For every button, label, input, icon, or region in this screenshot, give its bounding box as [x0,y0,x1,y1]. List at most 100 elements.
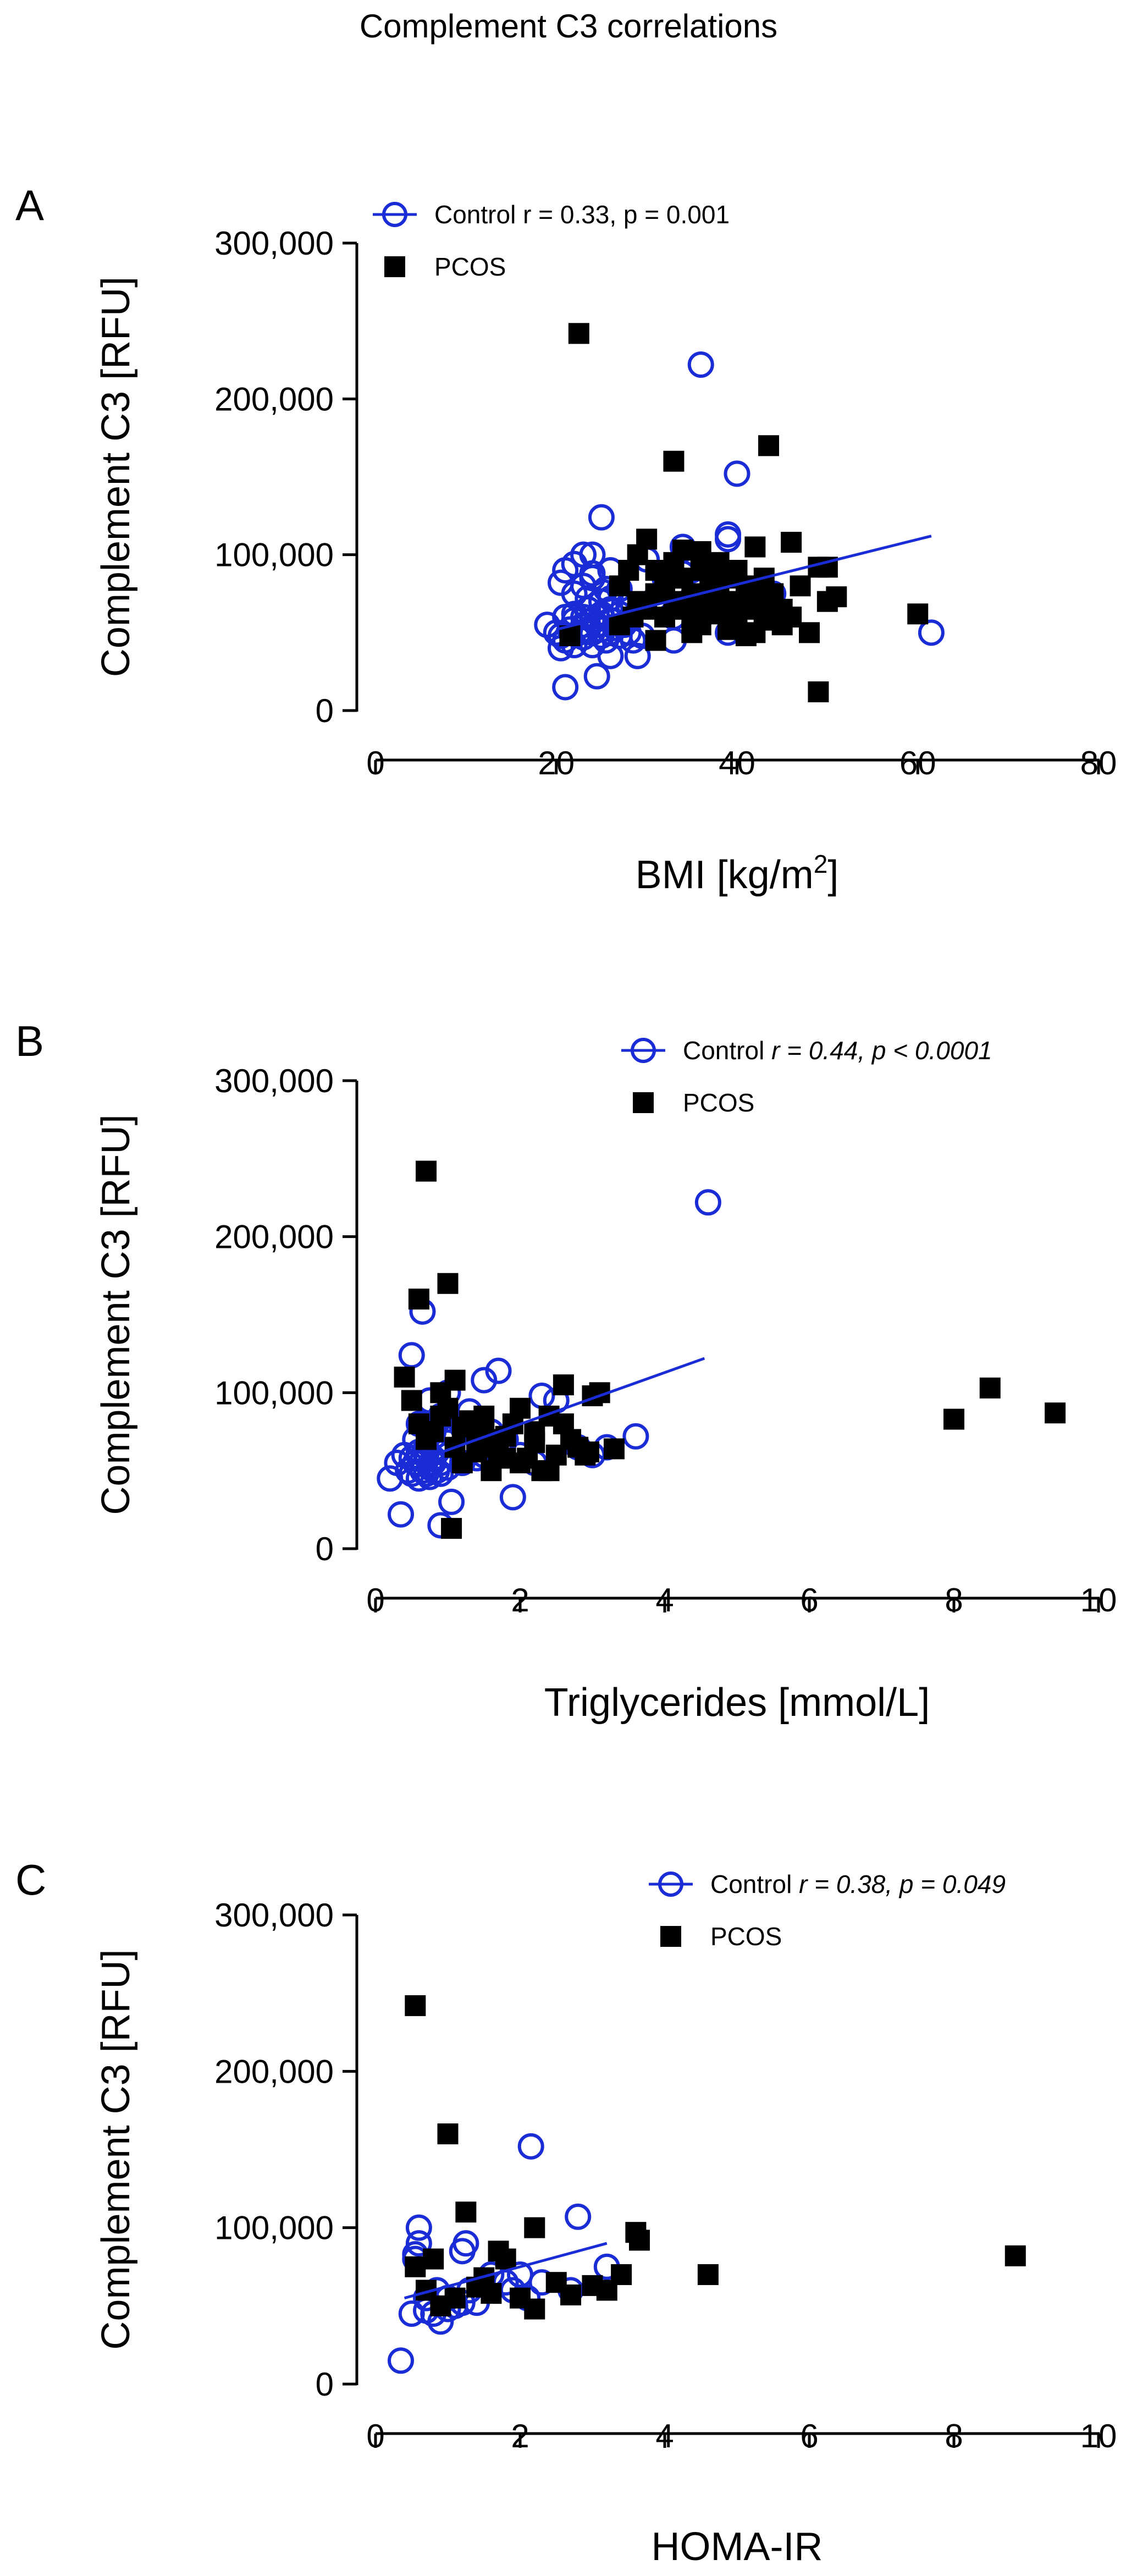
pcos-point [444,1369,466,1391]
pcos-point [394,1366,415,1388]
series-pcos [559,323,929,702]
pcos-point [726,563,748,584]
x-axis-title-main: HOMA-IR [652,2525,823,2569]
y-tick-label: 200,000 [214,2053,334,2090]
pcos-point [618,560,639,581]
control-point [388,2347,415,2374]
y-tick-label: 100,000 [214,537,334,574]
pcos-point [735,625,757,646]
y-tick-label: 100,000 [214,1374,334,1411]
pcos-point [568,323,589,344]
pcos-point [790,575,811,597]
x-tick-label: 80 [1080,745,1117,781]
legend-label-main: Control [434,200,516,229]
legend-label: PCOS [683,1088,754,1117]
control-point [405,2214,432,2241]
legend-label-main: PCOS [434,252,506,281]
pcos-point [416,1160,437,1182]
pcos-point [663,450,685,472]
x-axis-title: HOMA-IR [652,2525,823,2569]
pcos-point [510,1397,531,1419]
legend-pcos-marker [384,256,405,277]
legend: Control r = 0.33, p = 0.001 PCOS [373,200,730,281]
pcos-point [636,529,658,550]
control-point [552,674,579,701]
y-axis-title: Complement C3 [RFU] [94,277,138,677]
pcos-point [758,435,780,456]
series-pcos [405,1995,1026,2320]
control-point [388,1501,415,1528]
legend-label-main: Control [683,1036,764,1065]
x-tick-label: 60 [899,745,936,781]
legend-label-stats: r = 0.44, p < 0.0001 [764,1036,992,1065]
x-tick-label: 0 [366,745,384,781]
control-point [561,580,588,607]
pcos-point [408,1289,429,1310]
pcos-point [781,607,802,628]
legend-label-stats: r = 0.33, p = 0.001 [516,200,730,229]
pcos-point [943,1408,964,1430]
pcos-point [441,1518,462,1539]
y-tick-label: 300,000 [214,1897,334,1934]
x-axis-title: BMI [kg/m2] [636,850,839,897]
figure-title: Complement C3 correlations [360,8,777,45]
pcos-point [510,1452,531,1473]
pcos-point [681,622,703,643]
control-regression-line [404,2242,608,2300]
x-tick-label: 8 [945,2418,963,2454]
x-axis-title-sup: 2 [814,850,828,878]
control-point [398,1342,425,1369]
legend-label: PCOS [710,1922,782,1951]
pcos-point [538,1460,560,1482]
y-axis-title: Complement C3 [RFU] [94,1949,138,2349]
pcos-point [444,2287,466,2309]
legend: Control r = 0.44, p < 0.0001 PCOS [621,1036,992,1117]
pcos-point [405,1995,426,2016]
x-tick-label: 4 [655,2418,674,2454]
control-point [694,1189,721,1216]
pcos-point [672,540,693,561]
pcos-point [753,603,775,625]
legend-label: Control r = 0.44, p < 0.0001 [683,1036,992,1065]
control-regression-line [411,1357,705,1465]
panel-letter: C [15,1856,46,1904]
series-control [377,1189,721,1539]
pcos-point [611,2264,632,2285]
x-tick-label: 20 [538,745,575,781]
pcos-point [578,1441,599,1463]
y-tick-label: 200,000 [214,1219,334,1256]
x-tick-label: 6 [800,2418,818,2454]
control-point [405,2230,432,2257]
pcos-point [524,2298,545,2320]
control-point [517,2133,544,2160]
pcos-point [979,1377,1001,1399]
x-axis-title-main: BMI [kg/m [636,853,814,897]
x-tick-label: 6 [800,1582,818,1619]
panel-b: B 0 100,000 200,000 300,000 0 2 4 6 8 10 Complement… [15,1017,1117,1725]
control-point [485,1357,512,1384]
pcos-point [1004,2245,1026,2266]
y-tick-label: 0 [316,2366,334,2403]
y-tick-label: 200,000 [214,381,334,417]
pcos-point [437,2123,459,2145]
pcos-point [495,2248,516,2270]
legend-label-main: PCOS [683,1088,754,1117]
control-point [588,504,615,531]
panel-letter: B [15,1017,44,1065]
series-pcos [394,1160,1066,1539]
y-tick-label: 300,000 [214,225,334,262]
x-tick-label: 2 [511,2418,529,2454]
pcos-point [690,541,711,562]
legend-control-marker [631,1038,656,1063]
pcos-point [524,1432,545,1454]
control-point [579,560,606,587]
x-tick-label: 0 [366,2418,384,2454]
y-tick-label: 0 [316,692,334,729]
legend-pcos-marker [660,1926,681,1947]
legend-label-stats: r = 0.38, p = 0.049 [792,1870,1006,1898]
control-point [724,460,750,487]
pcos-point [826,586,847,608]
pcos-point [645,630,666,651]
legend-label: PCOS [434,252,506,281]
